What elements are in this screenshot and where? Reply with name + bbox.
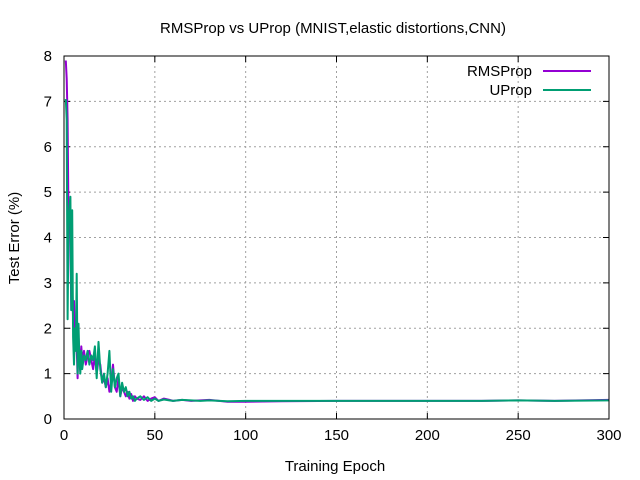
y-tick-label: 5: [44, 184, 52, 201]
axis-tick-labels: 0 50 100 150 200 250 300 0 1 2 3 4 5 6 7 8: [44, 48, 622, 444]
y-tick-label: 2: [44, 320, 52, 337]
x-axis-label: Training Epoch: [285, 458, 385, 475]
x-tick-label: 100: [233, 427, 258, 444]
x-tick-label: 150: [324, 427, 349, 444]
x-tick-label: 250: [506, 427, 531, 444]
y-tick-label: 3: [44, 275, 52, 292]
x-tick-label: 50: [146, 427, 163, 444]
chart-title: RMSProp vs UProp (MNIST,elastic distorti…: [160, 20, 506, 37]
legend-label-rmsprop: RMSProp: [467, 63, 532, 80]
x-tick-label: 200: [415, 427, 440, 444]
plot-series: [64, 60, 610, 403]
plot-frame: [63, 55, 610, 420]
y-axis-label: Test Error (%): [6, 192, 23, 285]
x-tick-label: 0: [60, 427, 68, 444]
series-line-uprop: [64, 99, 610, 403]
y-tick-label: 1: [44, 366, 52, 383]
y-tick-label: 6: [44, 139, 52, 156]
grid: [64, 56, 609, 419]
series-line-rmsprop: [64, 60, 610, 403]
x-tick-label: 300: [596, 427, 621, 444]
legend-label-uprop: UProp: [489, 82, 532, 99]
y-tick-label: 4: [44, 230, 52, 247]
legend: RMSProp UProp: [467, 63, 591, 99]
y-tick-label: 0: [44, 411, 52, 428]
y-tick-label: 7: [44, 93, 52, 110]
y-tick-label: 8: [44, 48, 52, 65]
